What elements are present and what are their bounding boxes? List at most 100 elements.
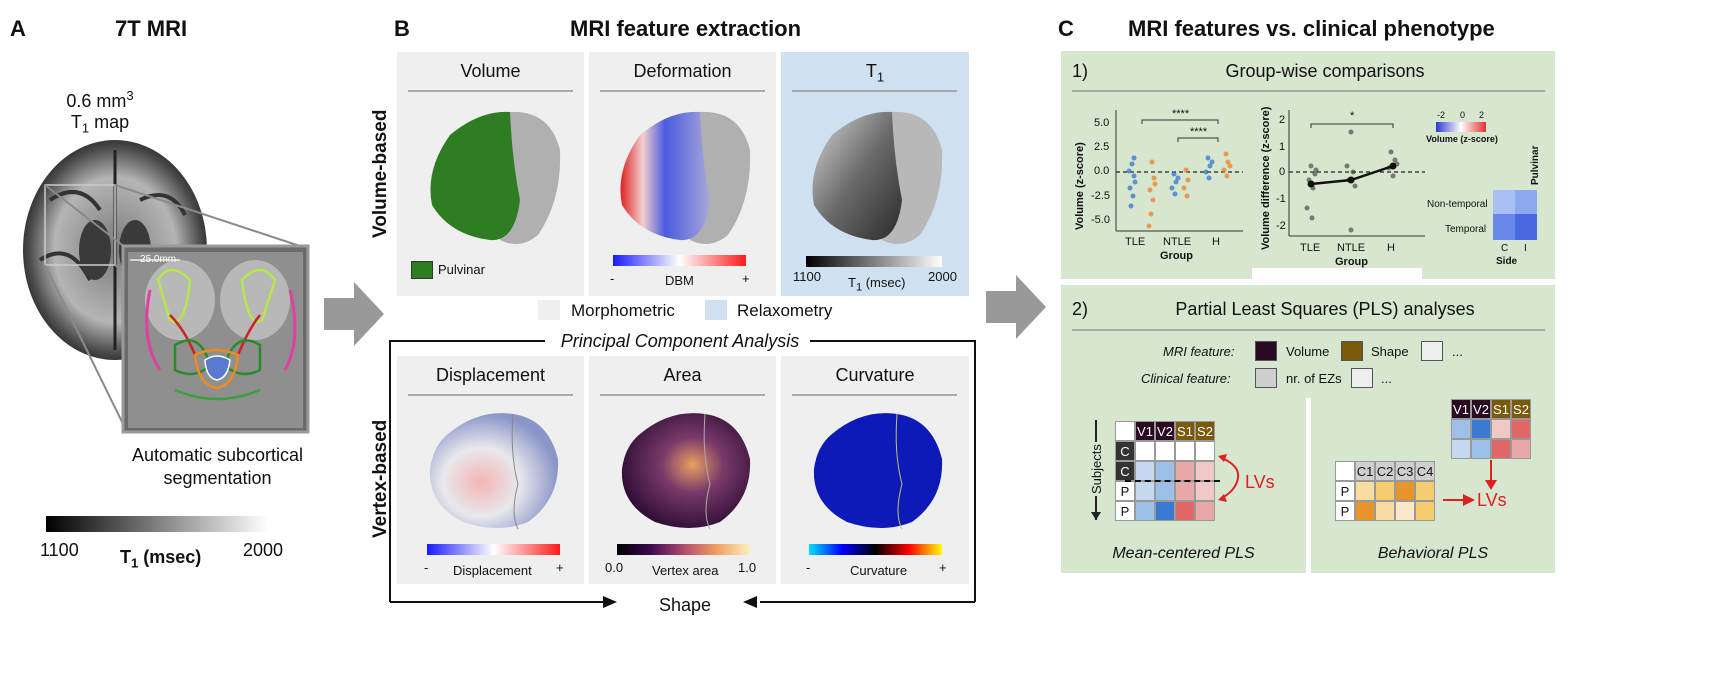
hm-cell-r1-c0	[1493, 214, 1515, 240]
sec2-header-line	[1072, 329, 1545, 331]
t1b-label-sub: 1	[855, 281, 863, 294]
mri-shape-label: Shape	[1371, 344, 1409, 359]
hm-cbar-tick-1: 0	[1460, 110, 1466, 120]
beh-corner	[1335, 461, 1355, 481]
mc-col-0: V1	[1135, 421, 1155, 441]
plot1-ytick-2: 0.0	[1094, 165, 1110, 177]
volume-title: Volume	[460, 61, 521, 81]
mc-cell	[1175, 461, 1195, 481]
sec2-title: Partial Least Squares (PLS) analyses	[1175, 299, 1475, 319]
beh-top-cell	[1491, 439, 1511, 459]
plot2-ytick-0: 2	[1279, 114, 1286, 126]
beh-row-1: P	[1335, 501, 1355, 521]
resolution-label: 0.6 mm3	[40, 88, 160, 112]
mc-title: Mean-centered PLS	[1112, 545, 1255, 562]
curvature-header-line	[792, 394, 957, 396]
colorbar-a-label-suffix: (msec)	[138, 547, 202, 567]
hm-cell-r1-c1	[1515, 214, 1537, 240]
t1b-max: 2000	[928, 269, 957, 284]
mc-cell	[1135, 461, 1155, 481]
beh-top-col-2: S1	[1491, 399, 1511, 419]
morphometric-swatch	[538, 300, 560, 320]
clinical-other-swatch	[1351, 368, 1373, 388]
plot2-axes	[1288, 110, 1425, 237]
brain-axial-image	[23, 140, 310, 434]
plot2-xtick-2: H	[1387, 242, 1395, 254]
mc-cell	[1135, 441, 1155, 461]
t1-map-sub: 1	[81, 120, 90, 136]
mri-volume-label: Volume	[1286, 344, 1330, 359]
plot1-xtick-0: TLE	[1125, 236, 1146, 248]
beh-top-cell	[1471, 439, 1491, 459]
mri-other-label: ...	[1452, 344, 1463, 359]
mri-other-swatch	[1421, 341, 1443, 361]
plot1-xtick-2: H	[1212, 236, 1220, 248]
beh-top-cell	[1451, 419, 1471, 439]
clinical-feature-label: Clinical feature:	[1141, 371, 1231, 386]
displacement-title: Displacement	[435, 365, 546, 385]
plot2-sig-bar	[1310, 123, 1394, 128]
mc-cell	[1175, 481, 1195, 501]
beh-top-cell	[1451, 439, 1471, 459]
plot1-ytick-3: -2.5	[1091, 190, 1110, 202]
t1-map-label: T1 map	[40, 112, 160, 136]
arrow-b-to-c	[986, 275, 1046, 339]
mc-col-3: S2	[1195, 421, 1215, 441]
mc-cell	[1135, 481, 1155, 501]
t1-title-T: T	[865, 61, 877, 81]
t1b-min: 1100	[793, 269, 821, 284]
beh-col-0: C1	[1355, 461, 1375, 481]
clinical-ez-label: nr. of EZs	[1286, 371, 1342, 386]
panel-a-letter: A	[10, 16, 26, 41]
curvature-max: +	[939, 560, 947, 575]
beh-cell	[1415, 501, 1435, 521]
colorbar-a-label-sub: 1	[131, 555, 139, 571]
mc-corner	[1115, 421, 1135, 441]
area-render	[621, 413, 751, 530]
hm-cbar-tick-2: 2	[1479, 110, 1485, 120]
curvature-label: Curvature	[850, 563, 908, 578]
plot1-sig2: ****	[1190, 126, 1208, 138]
t1-colorbar-a	[46, 516, 268, 532]
beh-right-arrow	[1443, 494, 1475, 506]
displacement-render	[429, 413, 559, 530]
mc-cell	[1195, 461, 1215, 481]
mc-col-1: V2	[1155, 421, 1175, 441]
mri-feature-label: MRI feature:	[1163, 344, 1235, 359]
beh-cell	[1355, 481, 1375, 501]
t1b-label-T: T	[848, 275, 856, 290]
plot1-ytick-4: -5.0	[1091, 214, 1110, 226]
resolution-sup: 3	[126, 88, 134, 103]
beh-top-cell	[1491, 419, 1511, 439]
dbm-label: DBM	[665, 273, 694, 288]
area-max: 1.0	[738, 560, 757, 575]
plot2-ytick-3: -1	[1276, 193, 1286, 205]
sec1-number: 1)	[1072, 61, 1089, 81]
mc-cell	[1195, 481, 1215, 501]
mc-cell	[1155, 441, 1175, 461]
plot2-ytick-4: -2	[1276, 220, 1286, 232]
area-colorbar	[617, 544, 750, 555]
t1b-label-suffix: (msec)	[862, 275, 906, 290]
beh-down-arrow	[1485, 460, 1497, 490]
pca-title: Principal Component Analysis	[560, 331, 800, 351]
t1-map-suffix: map	[89, 112, 130, 132]
mc-row-2: P	[1115, 481, 1135, 501]
t1b-label: T1 (msec)	[848, 275, 905, 294]
arrow-a-to-b	[324, 282, 384, 346]
pulvinar-legend-label: Pulvinar	[438, 262, 485, 277]
hm-col-1: I	[1524, 243, 1527, 254]
mc-row-0: C	[1115, 441, 1135, 461]
plot1-ylabel: Volume (z-score)	[1074, 142, 1086, 230]
relaxometry-label: Relaxometry	[737, 301, 833, 320]
plot2-ytick-1: 1	[1279, 141, 1286, 153]
t1-colorbar-b	[806, 256, 942, 267]
morphometric-label: Morphometric	[571, 301, 675, 320]
mri-shape-swatch	[1341, 341, 1363, 361]
displacement-min: -	[424, 560, 429, 575]
panel-a-title: 7T MRI	[115, 16, 188, 41]
plot2-xtick-1: NTLE	[1337, 242, 1366, 254]
area-title: Area	[663, 365, 702, 385]
pulvinar-legend-swatch	[411, 261, 433, 279]
group-comparison-section	[1061, 51, 1555, 279]
